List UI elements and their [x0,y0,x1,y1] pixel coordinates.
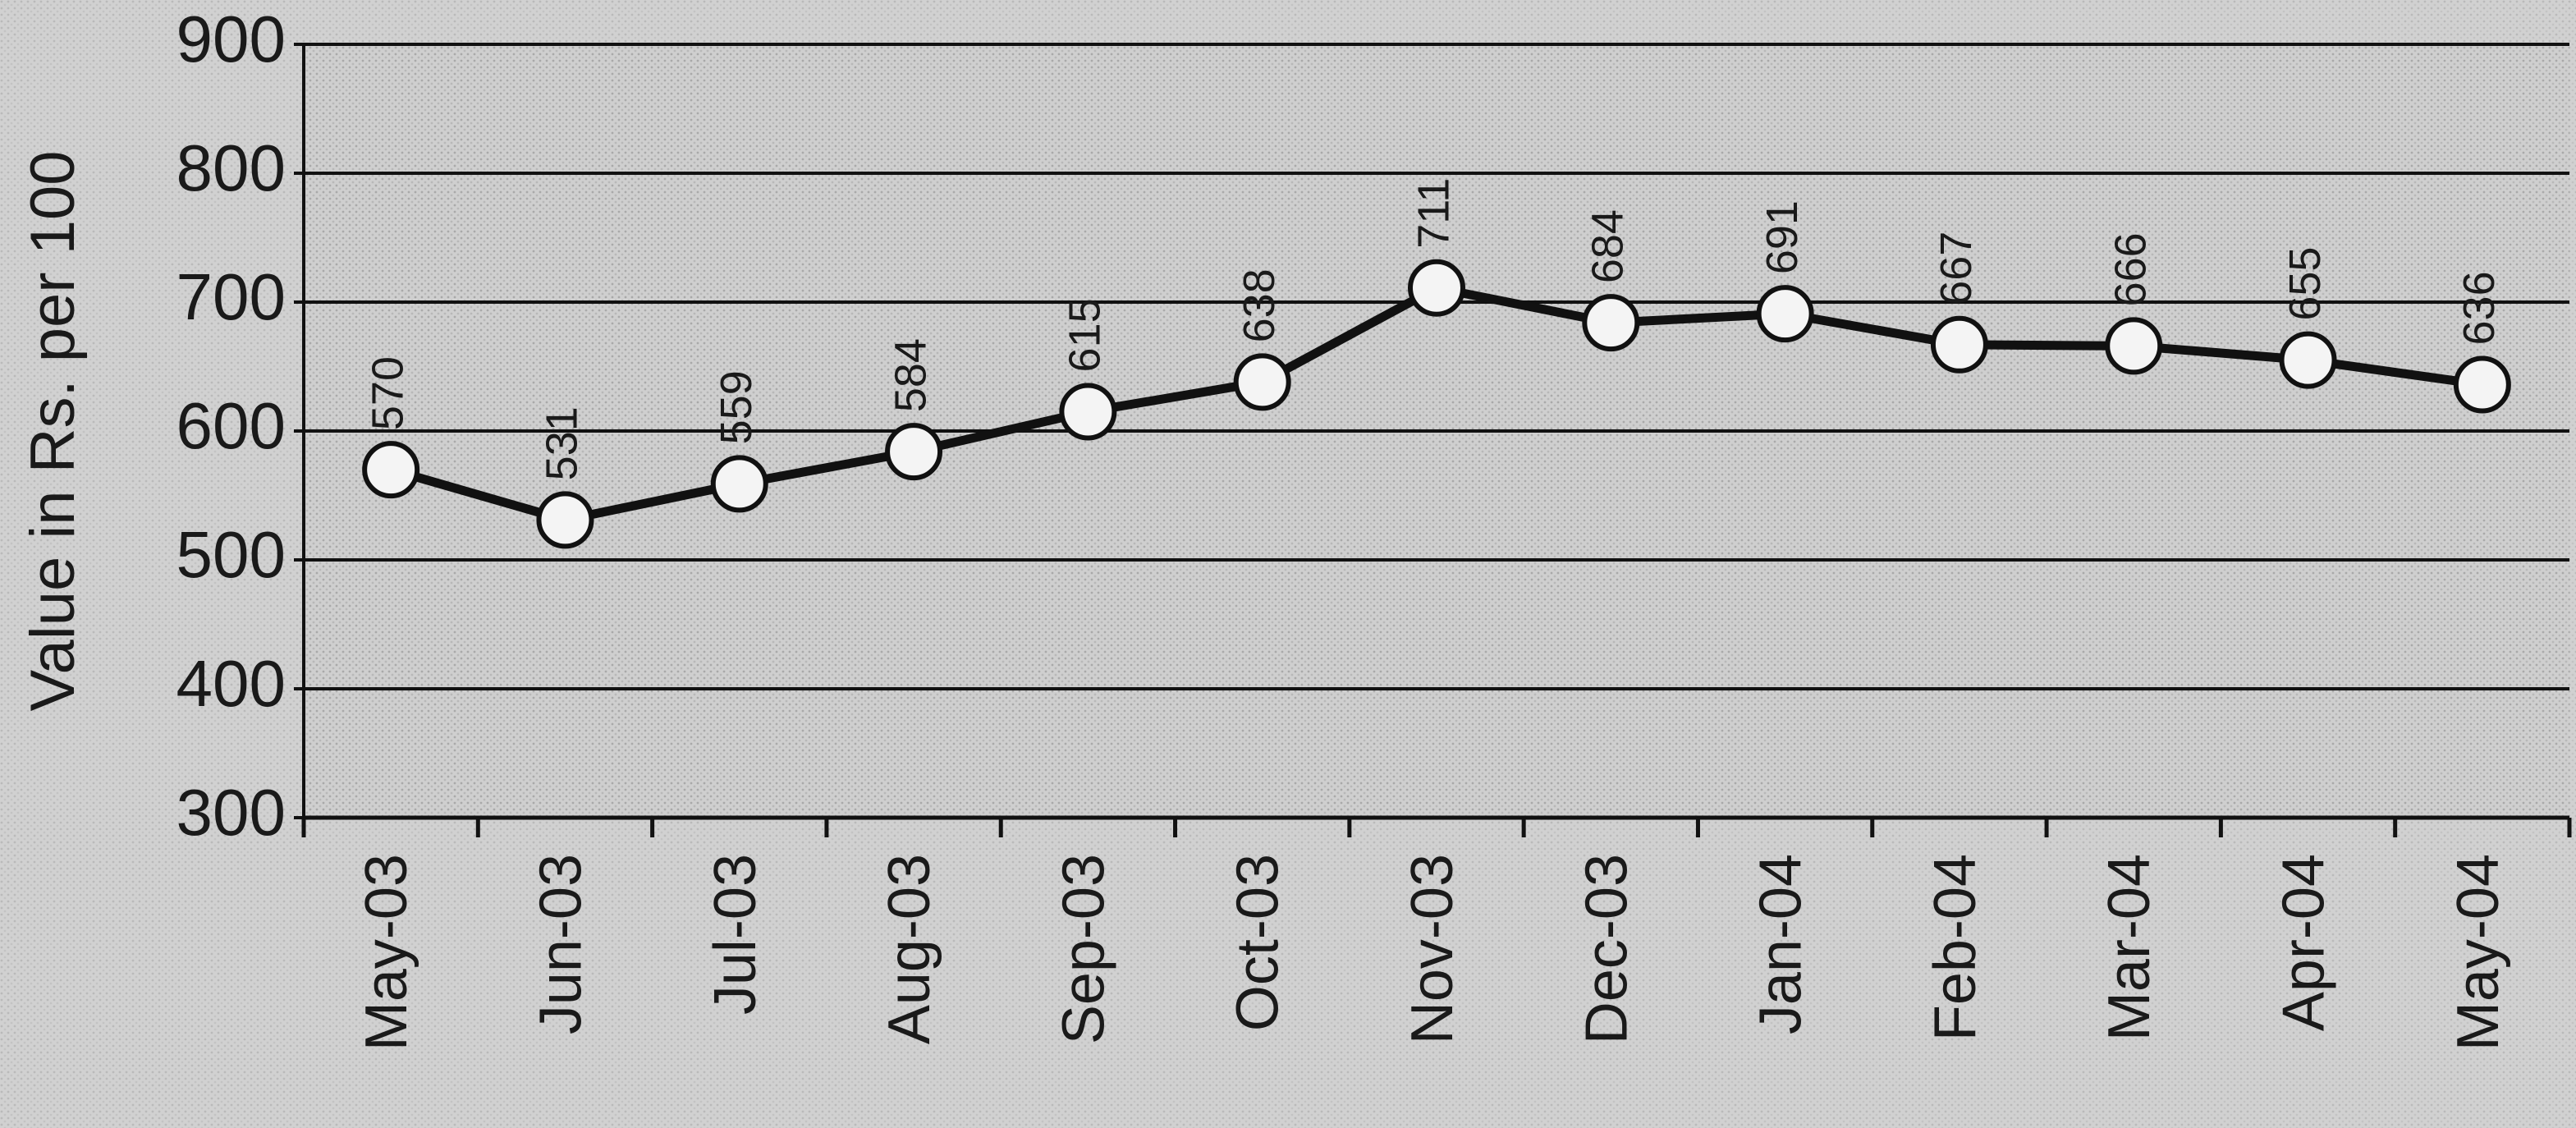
data-label: 655 [2280,247,2330,321]
x-tick-label: Aug-03 [877,854,942,1044]
data-point [2453,355,2511,414]
y-tick-label: 600 [176,389,286,462]
data-point [1930,315,1988,374]
y-tick-label: 900 [176,2,286,76]
x-tick-label: Apr-04 [2271,854,2337,1031]
x-tick-label: Jun-03 [528,854,594,1034]
data-point [1408,259,1465,317]
data-label: 531 [538,406,587,480]
x-tick-label: Jul-03 [703,854,768,1015]
data-point [1059,383,1117,441]
y-axis-label: Value in Rs. per 100 [18,151,88,712]
y-tick-label: 700 [176,260,286,333]
data-point [362,441,420,499]
data-label: 615 [1061,298,1110,372]
y-tick-label: 800 [176,131,286,204]
data-point [1756,285,1814,343]
x-tick-label: Oct-03 [1226,854,1291,1031]
y-tick-label: 300 [176,776,286,849]
data-label: 667 [1932,232,1981,305]
x-tick-label: Mar-04 [2097,854,2162,1041]
data-point [710,455,768,513]
data-label: 684 [1584,209,1633,283]
data-point [536,491,594,549]
data-label: 570 [363,356,412,430]
data-label: 638 [1235,268,1284,342]
y-tick-label: 400 [176,647,286,720]
data-point [1233,353,1291,411]
x-tick-label: Jan-04 [1749,854,1814,1034]
data-label: 636 [2455,271,2504,345]
data-point [1582,294,1640,352]
data-label: 691 [1758,200,1807,274]
data-point [885,423,943,481]
data-label: 584 [886,338,935,412]
x-tick-label: May-04 [2445,854,2511,1051]
x-tick-label: Sep-03 [1051,854,1116,1044]
x-tick-label: May-03 [354,854,419,1051]
data-label: 711 [1409,178,1458,249]
data-label: 666 [2106,232,2155,306]
data-point [2279,331,2337,389]
x-tick-label: Feb-04 [1923,854,1988,1041]
y-tick-label: 500 [176,518,286,591]
data-point [2105,317,2163,375]
x-tick-label: Dec-03 [1574,854,1639,1044]
data-label: 559 [712,370,761,444]
x-tick-label: Nov-03 [1400,854,1465,1044]
